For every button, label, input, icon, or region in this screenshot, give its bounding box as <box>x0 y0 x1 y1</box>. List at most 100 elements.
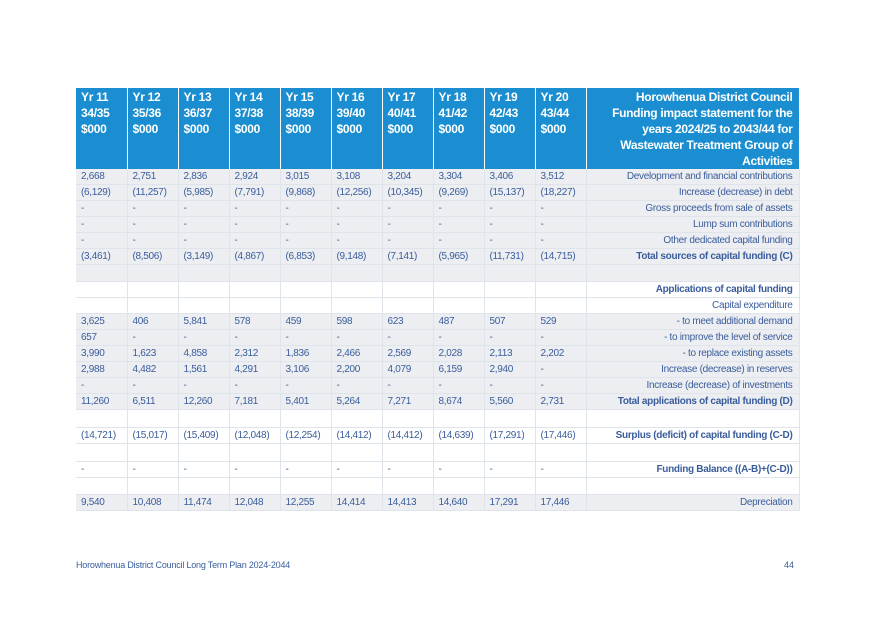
value-cell: 529 <box>535 313 587 330</box>
value-cell <box>76 297 128 314</box>
year-header: Yr 14 37/38 $000 <box>229 88 281 169</box>
value-cell <box>382 443 434 462</box>
value-cell: 3,108 <box>331 169 383 185</box>
value-cell: - <box>484 329 536 346</box>
value-cell: - <box>229 461 281 478</box>
year-header: Yr 13 36/37 $000 <box>178 88 230 169</box>
value-cell: - <box>178 461 230 478</box>
value-cell <box>76 264 128 282</box>
row-label <box>586 409 800 428</box>
value-cell <box>127 281 179 298</box>
value-cell: - <box>127 216 179 233</box>
value-cell <box>535 409 587 428</box>
value-cell: 2,028 <box>433 345 485 362</box>
value-cell: - <box>382 377 434 394</box>
header-row: Yr 11 34/35 $000 Yr 12 35/36 $000 Yr 13 36/37 $0… <box>76 88 800 169</box>
value-cell: (7,791) <box>229 184 281 201</box>
value-cell: (15,137) <box>484 184 536 201</box>
value-cell: - <box>382 232 434 249</box>
value-cell: (12,256) <box>331 184 383 201</box>
value-cell <box>433 264 485 282</box>
value-cell: - <box>433 200 485 217</box>
row-label: - to replace existing assets <box>586 345 800 362</box>
value-cell <box>331 297 383 314</box>
value-cell <box>331 264 383 282</box>
value-cell <box>535 297 587 314</box>
table-row: - - - - - - - - - - Gross proceeds from sale of as… <box>76 200 800 217</box>
value-cell: 4,291 <box>229 361 281 378</box>
value-cell: (9,868) <box>280 184 332 201</box>
year-header-period: 34/35 <box>81 106 110 120</box>
row-label: Funding Balance ((A-B)+(C-D)) <box>586 461 800 478</box>
value-cell: 14,414 <box>331 494 383 511</box>
value-cell: (3,461) <box>76 248 128 265</box>
year-header-yr: Yr 19 <box>489 90 518 104</box>
year-header-unit: $000 <box>234 122 261 136</box>
year-header: Yr 16 39/40 $000 <box>331 88 383 169</box>
value-cell: 507 <box>484 313 536 330</box>
value-cell: - <box>76 377 128 394</box>
year-header-unit: $000 <box>540 122 567 136</box>
year-header-unit: $000 <box>387 122 414 136</box>
value-cell <box>280 264 332 282</box>
value-cell: 578 <box>229 313 281 330</box>
value-cell: (9,148) <box>331 248 383 265</box>
value-cell <box>127 477 179 495</box>
value-cell: - <box>127 200 179 217</box>
year-header: Yr 15 38/39 $000 <box>280 88 332 169</box>
value-cell: - <box>229 329 281 346</box>
value-cell: - <box>382 461 434 478</box>
value-cell: 8,674 <box>433 393 485 410</box>
row-label: Total applications of capital funding (D… <box>586 393 800 410</box>
value-cell: (5,985) <box>178 184 230 201</box>
table-row: - - - - - - - - - - Lump sum contributions <box>76 216 800 233</box>
value-cell <box>535 443 587 462</box>
value-cell <box>178 264 230 282</box>
value-cell: - <box>178 232 230 249</box>
value-cell: - <box>433 232 485 249</box>
value-cell: - <box>331 232 383 249</box>
value-cell: (6,129) <box>76 184 128 201</box>
value-cell: 11,474 <box>178 494 230 511</box>
value-cell <box>433 281 485 298</box>
value-cell <box>280 281 332 298</box>
row-label: Total sources of capital funding (C) <box>586 248 800 265</box>
value-cell: 4,482 <box>127 361 179 378</box>
table-row: Applications of capital funding <box>76 281 800 298</box>
value-cell: 3,015 <box>280 169 332 185</box>
value-cell: - <box>331 377 383 394</box>
table-row: 3,625 406 5,841 578 459 598 623 487 507 529- to m… <box>76 313 800 330</box>
value-cell: 5,841 <box>178 313 230 330</box>
value-cell: (17,446) <box>535 427 587 444</box>
value-cell: - <box>229 232 281 249</box>
value-cell: (7,141) <box>382 248 434 265</box>
value-cell: - <box>76 461 128 478</box>
value-cell: - <box>76 232 128 249</box>
value-cell: 6,511 <box>127 393 179 410</box>
year-header-unit: $000 <box>489 122 516 136</box>
value-cell <box>229 477 281 495</box>
value-cell: - <box>127 377 179 394</box>
row-label: Development and financial contributions <box>586 169 800 185</box>
value-cell: 11,260 <box>76 393 128 410</box>
year-header-yr: Yr 15 <box>285 90 314 104</box>
value-cell: (17,291) <box>484 427 536 444</box>
year-header: Yr 12 35/36 $000 <box>127 88 179 169</box>
year-header-yr: Yr 16 <box>336 90 365 104</box>
year-header-unit: $000 <box>438 122 465 136</box>
value-cell <box>76 477 128 495</box>
value-cell: - <box>280 461 332 478</box>
value-cell: 7,271 <box>382 393 434 410</box>
value-cell <box>331 477 383 495</box>
value-cell: (5,965) <box>433 248 485 265</box>
row-label <box>586 443 800 462</box>
value-cell: 2,988 <box>76 361 128 378</box>
value-cell: (9,269) <box>433 184 485 201</box>
value-cell: 12,260 <box>178 393 230 410</box>
value-cell: - <box>229 216 281 233</box>
value-cell <box>535 281 587 298</box>
value-cell: - <box>535 200 587 217</box>
value-cell: 2,202 <box>535 345 587 362</box>
value-cell: 12,048 <box>229 494 281 511</box>
year-header-yr: Yr 13 <box>183 90 212 104</box>
